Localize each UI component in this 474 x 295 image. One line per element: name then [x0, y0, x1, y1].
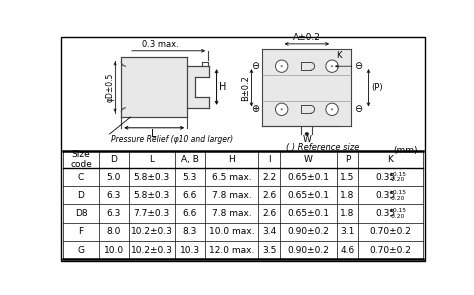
- Text: 6.6: 6.6: [183, 191, 197, 200]
- Text: 8.0: 8.0: [107, 227, 121, 237]
- Text: 10.2±0.3: 10.2±0.3: [131, 227, 173, 237]
- Text: 0.70±0.2: 0.70±0.2: [370, 246, 411, 255]
- Text: D: D: [110, 155, 117, 164]
- Text: P: P: [345, 155, 350, 164]
- Text: 3.4: 3.4: [262, 227, 276, 237]
- Text: 0.65±0.1: 0.65±0.1: [287, 191, 329, 200]
- Text: 8.3: 8.3: [183, 227, 197, 237]
- Text: 5.8±0.3: 5.8±0.3: [134, 173, 170, 181]
- Text: L: L: [151, 129, 157, 139]
- Text: L: L: [149, 155, 154, 164]
- Text: 6.6: 6.6: [183, 209, 197, 218]
- Text: H: H: [219, 82, 226, 92]
- Text: 0.90±0.2: 0.90±0.2: [287, 246, 329, 255]
- Text: A±0.2: A±0.2: [293, 33, 321, 42]
- Text: 1.8: 1.8: [340, 209, 355, 218]
- FancyBboxPatch shape: [61, 37, 425, 261]
- Circle shape: [275, 103, 288, 115]
- Text: D8: D8: [74, 209, 87, 218]
- Text: 12.0 max.: 12.0 max.: [209, 246, 254, 255]
- Text: B±0.2: B±0.2: [241, 75, 250, 101]
- Text: K: K: [388, 155, 393, 164]
- Text: +0.15: +0.15: [389, 190, 407, 195]
- Circle shape: [326, 103, 338, 115]
- Text: 7.7±0.3: 7.7±0.3: [134, 209, 170, 218]
- Text: 0.65±0.1: 0.65±0.1: [287, 209, 329, 218]
- Text: 0.3 max.: 0.3 max.: [142, 40, 179, 49]
- Text: 0.35: 0.35: [376, 191, 396, 200]
- Text: -0.20: -0.20: [390, 177, 405, 182]
- Text: φD±0.5: φD±0.5: [106, 72, 115, 102]
- Text: 3.5: 3.5: [262, 246, 276, 255]
- Text: 0.65±0.1: 0.65±0.1: [287, 173, 329, 181]
- Text: ( ) Reference size: ( ) Reference size: [286, 143, 359, 152]
- Text: G: G: [77, 246, 84, 255]
- Text: -0.20: -0.20: [390, 196, 405, 201]
- Text: -0.20: -0.20: [390, 214, 405, 219]
- Text: W: W: [302, 135, 311, 145]
- Text: 7.8 max.: 7.8 max.: [212, 191, 251, 200]
- Text: 3.1: 3.1: [340, 227, 355, 237]
- Text: 1.8: 1.8: [340, 191, 355, 200]
- Text: 6.3: 6.3: [107, 191, 121, 200]
- Polygon shape: [187, 66, 209, 108]
- Text: Pressure Relief (φ10 and larger): Pressure Relief (φ10 and larger): [111, 135, 233, 145]
- Bar: [262, 49, 351, 126]
- Text: 2.2: 2.2: [262, 173, 276, 181]
- Text: 5.0: 5.0: [107, 173, 121, 181]
- Text: K: K: [336, 51, 341, 60]
- Text: 6.3: 6.3: [107, 209, 121, 218]
- Text: ⊖: ⊖: [355, 61, 363, 71]
- Circle shape: [331, 108, 333, 110]
- Text: ⊖: ⊖: [251, 61, 259, 71]
- Text: 0.35: 0.35: [376, 209, 396, 218]
- Text: D: D: [78, 191, 84, 200]
- Text: (mm): (mm): [393, 145, 417, 155]
- Text: 0.35: 0.35: [376, 173, 396, 181]
- Text: I: I: [268, 155, 271, 164]
- Text: 5.3: 5.3: [183, 173, 197, 181]
- Text: +0.15: +0.15: [389, 172, 407, 177]
- Circle shape: [281, 65, 283, 67]
- Text: ⊕: ⊕: [251, 104, 259, 114]
- Bar: [121, 57, 187, 117]
- Text: 2.6: 2.6: [262, 191, 276, 200]
- Text: 4.6: 4.6: [340, 246, 355, 255]
- Text: 7.8 max.: 7.8 max.: [212, 209, 251, 218]
- Circle shape: [275, 60, 288, 72]
- Text: 2.6: 2.6: [262, 209, 276, 218]
- Text: 0.70±0.2: 0.70±0.2: [370, 227, 411, 237]
- Text: 0.90±0.2: 0.90±0.2: [287, 227, 329, 237]
- Circle shape: [281, 108, 283, 110]
- Text: ⊖: ⊖: [355, 104, 363, 114]
- Text: 10.0 max.: 10.0 max.: [209, 227, 254, 237]
- Text: 10.2±0.3: 10.2±0.3: [131, 246, 173, 255]
- Text: 5.8±0.3: 5.8±0.3: [134, 191, 170, 200]
- Text: H: H: [228, 155, 235, 164]
- Text: (P): (P): [371, 83, 383, 92]
- Text: 10.3: 10.3: [180, 246, 200, 255]
- Text: +0.15: +0.15: [389, 209, 407, 214]
- Text: F: F: [78, 227, 83, 237]
- Text: 1.5: 1.5: [340, 173, 355, 181]
- Bar: [304, 106, 311, 112]
- Text: 6.5 max.: 6.5 max.: [212, 173, 251, 181]
- Circle shape: [331, 65, 333, 67]
- Text: 10.0: 10.0: [104, 246, 124, 255]
- Text: C: C: [78, 173, 84, 181]
- Text: Size
code: Size code: [70, 150, 92, 169]
- Bar: [304, 63, 311, 69]
- Circle shape: [326, 60, 338, 72]
- Text: A, B: A, B: [181, 155, 199, 164]
- Text: W: W: [304, 155, 313, 164]
